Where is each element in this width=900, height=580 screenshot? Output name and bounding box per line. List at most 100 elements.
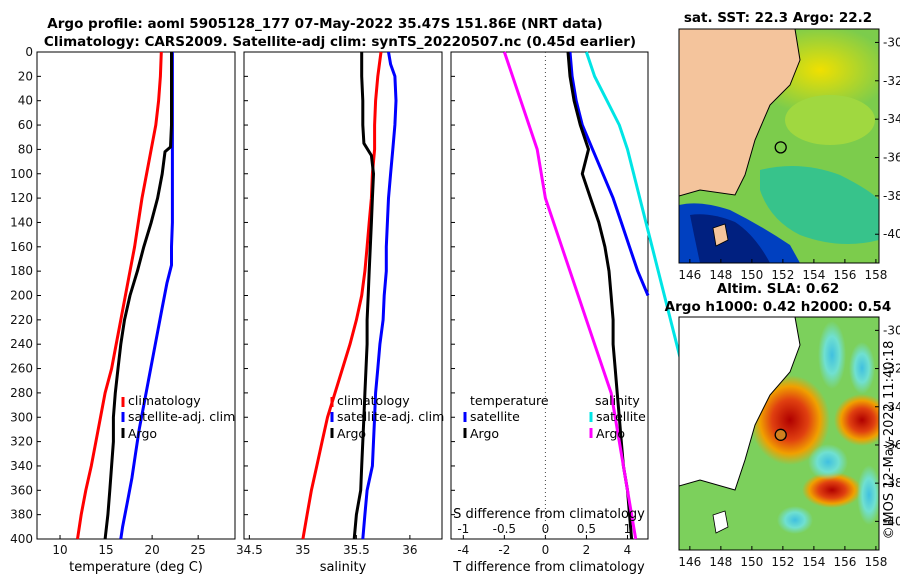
xtick-label: 34.5 — [236, 543, 263, 557]
xtick-label: 4 — [624, 543, 632, 557]
salinity-plot-frame — [243, 51, 443, 540]
depth-tick-label: 0 — [25, 45, 33, 59]
map-lat-label: -30 — [883, 35, 900, 49]
depth-tick-label: 60 — [18, 118, 33, 132]
series-line-argo — [103, 52, 173, 540]
sst-float-position-marker — [774, 141, 787, 154]
series-line-climatology — [301, 51, 383, 540]
depth-tick-label: 80 — [18, 142, 33, 156]
series-line-salinity-argo — [502, 51, 638, 540]
map-lon-label: 156 — [833, 268, 856, 282]
map-lat-label: -36 — [883, 438, 900, 452]
s-difference-label: S difference from climatology — [453, 507, 645, 522]
xtick-label: 36 — [402, 543, 417, 557]
salinity-panel: 34.5 35 35.5 36 climatology satellite-adj. … — [236, 51, 444, 575]
legend-climatology: climatology — [128, 393, 201, 408]
legend-sal-satellite: satellite — [596, 409, 646, 424]
depth-tick-label: 260 — [10, 362, 33, 376]
map-lat-label: -40 — [883, 514, 900, 528]
salinity-xticks: 34.5 35 35.5 36 — [236, 535, 418, 557]
sla-map: Altim. SLA: 0.62 Argo h1000: 0.42 h2000:… — [665, 281, 900, 569]
sla-low-eddy-5 — [857, 465, 879, 525]
depth-tick-label: 20 — [18, 69, 33, 83]
xtick-label: 15 — [98, 543, 113, 557]
salinity-yticks — [244, 51, 248, 540]
depth-tick-label: 340 — [10, 459, 33, 473]
map-lat-label: -34 — [883, 112, 900, 126]
depth-tick-label: 100 — [10, 167, 33, 181]
legend-argo: Argo — [128, 426, 157, 441]
sla-high-eddy-2 — [834, 394, 879, 446]
sla-island — [712, 510, 729, 534]
s-tick-label: -1 — [457, 522, 469, 536]
difference-plot-frame — [450, 51, 649, 540]
sla-map-ticks: 146 148 150 152 154 156 158 -30 -32 -34 -36 -38 -40 — [678, 323, 900, 569]
series-line-climatology — [76, 51, 163, 540]
sla-float-position-marker — [774, 428, 787, 441]
depth-tick-label: 180 — [10, 264, 33, 278]
xtick-label: 25 — [191, 543, 206, 557]
map-lat-label: -40 — [883, 227, 900, 241]
salinity-xlabel: salinity — [320, 560, 367, 575]
sst-island — [712, 223, 729, 247]
map-lon-label: 156 — [833, 555, 856, 569]
map-lon-label: 152 — [771, 268, 794, 282]
sla-low-eddy-4 — [777, 506, 813, 534]
map-lat-label: -32 — [883, 362, 900, 376]
legend-salinity-header: salinity — [595, 393, 640, 408]
sst-colder-water — [690, 214, 770, 263]
sla-low-eddy-1 — [818, 321, 846, 389]
map-lat-label: -34 — [883, 400, 900, 414]
difference-legend: temperature satellite Argo salinity sate… — [463, 393, 646, 441]
legend-argo: Argo — [337, 426, 366, 441]
sst-map-ticks: 146 148 150 152 154 156 158 -30 -32 -34 -36 -38 -40 — [678, 35, 900, 282]
sla-high-eddy-3 — [802, 472, 862, 508]
xtick-label: 35.5 — [343, 543, 370, 557]
depth-tick-label: 160 — [10, 240, 33, 254]
temperature-legend: climatology satellite-adj. clim Argo — [121, 393, 235, 441]
depth-tick-label: 360 — [10, 483, 33, 497]
depth-tick-label: 220 — [10, 313, 33, 327]
sla-low-eddy-2 — [849, 342, 875, 394]
temperature-plot-frame — [36, 51, 236, 540]
depth-tick-label: 40 — [18, 94, 33, 108]
xtick-label: -2 — [498, 543, 510, 557]
sst-warm-patch-2 — [785, 95, 875, 145]
sst-map-title: sat. SST: 22.3 Argo: 22.2 — [684, 10, 872, 26]
depth-tick-label: 400 — [10, 532, 33, 546]
sst-land — [679, 29, 801, 197]
sla-map-title-1: Altim. SLA: 0.62 — [717, 281, 839, 297]
sst-cool-patch — [760, 166, 879, 244]
sla-map-frame — [678, 316, 880, 551]
map-lon-label: 148 — [709, 268, 732, 282]
sla-land — [679, 317, 801, 491]
xtick-label: 10 — [52, 543, 67, 557]
s-tick-label: 1 — [624, 522, 632, 536]
sst-map-frame — [678, 28, 880, 264]
imos-credit: ©IMOS 12-May-2022 11:40:18 — [882, 341, 897, 540]
depth-tick-label: 240 — [10, 337, 33, 351]
map-lon-label: 158 — [864, 555, 887, 569]
depth-axis-ticks: 0 20 40 60 80 100 120 140 160 180 200 220 240 260 280 3… — [10, 45, 41, 546]
salinity-legend: climatology satellite-adj. clim Argo — [330, 393, 444, 441]
t-difference-xlabel: T difference from climatology — [452, 560, 645, 575]
map-lat-label: -38 — [883, 189, 900, 203]
map-lat-label: -38 — [883, 476, 900, 490]
depth-tick-label: 120 — [10, 191, 33, 205]
s-tick-label: 0.5 — [577, 522, 596, 536]
sst-map: sat. SST: 22.3 Argo: 22.2 146 148 150 152 15… — [678, 10, 900, 282]
depth-tick-label: 380 — [10, 508, 33, 522]
map-lon-label: 150 — [740, 555, 763, 569]
temperature-xlabel: temperature (deg C) — [69, 560, 203, 575]
legend-satellite: satellite-adj. clim — [337, 409, 444, 424]
map-lon-label: 146 — [678, 555, 701, 569]
xtick-label: 2 — [583, 543, 591, 557]
s-difference-ticks: -1 -0.5 0 0.5 1 — [457, 522, 631, 536]
salinity-series — [301, 51, 398, 540]
xtick-label: 35 — [295, 543, 310, 557]
depth-tick-label: 280 — [10, 386, 33, 400]
depth-tick-label: 140 — [10, 215, 33, 229]
difference-yticks — [451, 51, 455, 540]
legend-temp-satellite: satellite — [470, 409, 520, 424]
